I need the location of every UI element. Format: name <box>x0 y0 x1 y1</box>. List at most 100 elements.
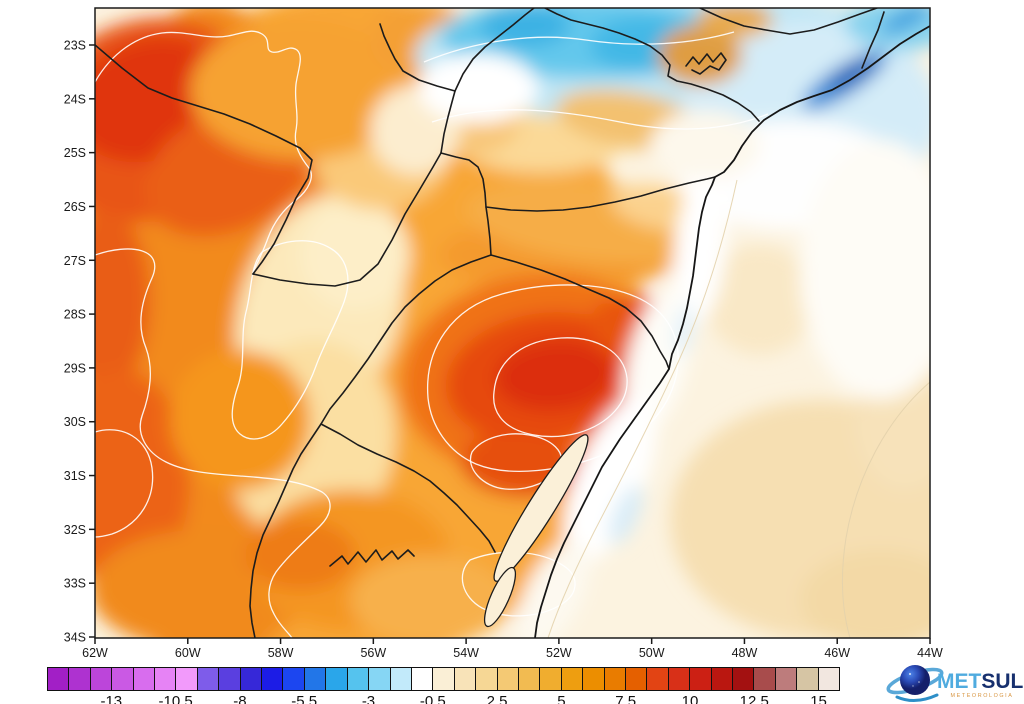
colorbar-cell <box>475 667 498 691</box>
colorbar-tick-label: -8 <box>233 693 247 704</box>
colorbar-cell <box>154 667 177 691</box>
colorbar-cell <box>710 667 733 691</box>
ocean-contour <box>547 179 738 638</box>
colorbar-cell <box>389 667 412 691</box>
anomaly-blob <box>673 304 695 356</box>
planet-star <box>912 685 914 687</box>
colorbar-cell <box>582 667 605 691</box>
temperature-anomaly-field <box>95 8 930 638</box>
colorbar-cell <box>410 667 434 691</box>
colorbar-cell <box>261 667 284 691</box>
colorbar-cell <box>346 667 370 691</box>
anomaly-blob <box>300 200 410 310</box>
border-line <box>699 8 878 35</box>
colorbar-tick-label: -5.5 <box>291 693 318 704</box>
planet-star <box>909 673 911 675</box>
x-axis-tick-label: 58W <box>268 646 294 660</box>
planet-icon <box>900 665 930 695</box>
logo-swoosh-icon <box>895 693 939 702</box>
x-axis-tick-label: 44W <box>917 646 943 660</box>
colorbar-tick-label: -10.5 <box>158 693 193 704</box>
x-axis-tick-label: 54W <box>453 646 479 660</box>
colorbar-cell <box>111 667 134 691</box>
map-frame <box>94 7 931 639</box>
anomaly-blob <box>418 53 538 123</box>
lagoon <box>493 434 589 582</box>
colorbar-cell <box>196 667 220 691</box>
colorbar-tick-label: -13 <box>100 693 123 704</box>
colorbar-tick-label: 7.5 <box>615 693 637 704</box>
colorbar-cell <box>603 667 626 691</box>
anomaly-blob <box>800 550 930 638</box>
white-contour <box>423 31 735 63</box>
colorbar-tick-label: -3 <box>361 693 376 704</box>
y-axis-tick-label: 31S <box>64 469 86 483</box>
white-contour <box>231 240 349 440</box>
coastline-path <box>534 25 930 638</box>
border-line <box>685 52 727 75</box>
y-axis-tick-label: 26S <box>64 200 86 214</box>
anomaly-blob <box>170 350 310 490</box>
coastal-lagoons <box>483 434 589 628</box>
y-axis-tick-label: 28S <box>64 308 86 322</box>
colorbar-cell <box>624 667 648 691</box>
y-axis-tick-label: 23S <box>64 39 86 53</box>
border-line <box>252 152 442 287</box>
colorbar-cell <box>218 667 241 691</box>
white-contour <box>493 337 628 438</box>
logo-subtitle: METEOROLOGIA <box>951 693 1014 699</box>
colorbar-cell <box>303 667 327 691</box>
x-axis-tick-label: 48W <box>732 646 758 660</box>
white-contour-lines <box>95 30 769 638</box>
border-line <box>329 549 415 567</box>
y-axis-tick-label: 27S <box>64 254 86 268</box>
colorbar-cell <box>453 667 477 691</box>
lagoon <box>483 566 517 628</box>
anomaly-blob <box>828 57 876 91</box>
anomaly-blob <box>608 485 644 545</box>
white-contour <box>431 109 769 130</box>
latitude-axis: 23S 24S 25S 26S 27S 28S 29S 30S 31S 32S 33S 34S <box>64 39 95 645</box>
white-contour <box>95 429 154 538</box>
white-contour <box>95 248 331 638</box>
metsul-logo: METSUL METEOROLOGIA <box>886 665 1024 702</box>
colorbar-tick-label: -0.5 <box>419 693 446 704</box>
colorbar-cell <box>325 667 348 691</box>
colorbar-cell <box>368 667 391 691</box>
border-line <box>249 254 492 638</box>
colorbar-cell <box>175 667 198 691</box>
anomaly-blob <box>190 20 410 160</box>
colorbar-cell <box>68 667 91 691</box>
x-axis-tick-label: 56W <box>360 646 386 660</box>
colorbar-cell <box>47 667 70 691</box>
colorbar-cell <box>282 667 305 691</box>
colorbar-cell <box>753 667 776 691</box>
border-line <box>320 423 496 553</box>
logo-text-met: MET <box>937 670 982 693</box>
country-and-state-borders <box>95 8 885 638</box>
y-axis-tick-label: 32S <box>64 523 86 537</box>
colorbar-tick-label: 5 <box>557 693 566 704</box>
border-line <box>485 176 716 212</box>
border-line <box>379 23 456 92</box>
coastline <box>534 25 930 638</box>
y-axis-tick-label: 33S <box>64 577 86 591</box>
colorbar-cell <box>667 667 691 691</box>
white-contour <box>461 551 576 617</box>
border-line <box>95 44 313 275</box>
colorbar-cell <box>646 667 669 691</box>
y-axis-tick-label: 34S <box>64 631 86 645</box>
anomaly-blob <box>658 25 742 85</box>
anomaly-blob <box>245 520 355 590</box>
colorbar-tick-label: 15 <box>810 693 827 704</box>
colorbar-cell <box>432 667 455 691</box>
colorbar-tick-label: 12.5 <box>739 693 769 704</box>
longitude-axis: 62W 60W 58W 56W 54W 52W 50W 48W 46W 44W <box>82 638 943 660</box>
anomaly-blob <box>880 8 930 34</box>
colorbar-cell <box>517 667 541 691</box>
colorbar-cell <box>732 667 755 691</box>
border-line <box>440 152 492 256</box>
anomaly-blob <box>705 245 815 355</box>
